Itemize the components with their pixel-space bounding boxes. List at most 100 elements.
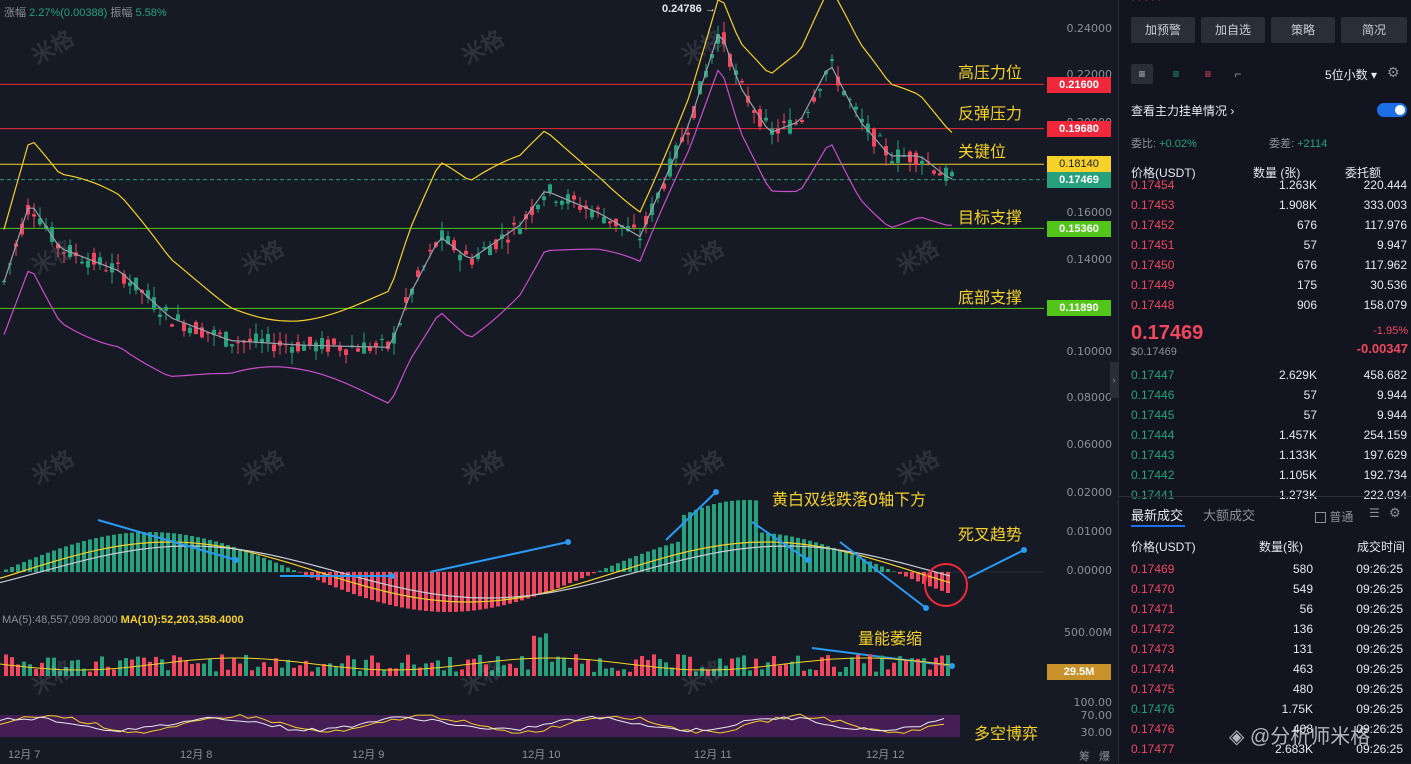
- volume-bar: [466, 659, 470, 676]
- trade-row[interactable]: 0.17470 549 09:26:25: [1131, 582, 1407, 602]
- ask-row[interactable]: 0.17453 1.908K 333.003: [1131, 198, 1407, 218]
- volume-bar: [76, 659, 80, 676]
- trade-settings-icon[interactable]: ⚙: [1389, 505, 1401, 520]
- tab-latest-trades[interactable]: 最新成交: [1131, 508, 1184, 523]
- macd-bar: [886, 568, 890, 572]
- trade-row[interactable]: 0.17476 1.75K 09:26:25: [1131, 702, 1407, 722]
- bid-row[interactable]: 0.17445 57 9.944: [1131, 408, 1407, 428]
- tab-large-trades[interactable]: 大额成交: [1203, 508, 1256, 523]
- orderbook-asks-icon[interactable]: ≡: [1204, 67, 1212, 81]
- candle-body: [734, 70, 738, 76]
- volume-bar: [592, 671, 596, 676]
- trade-row[interactable]: 0.17475 480 09:26:25: [1131, 682, 1407, 702]
- ask-row[interactable]: 0.17452 676 117.976: [1131, 218, 1407, 238]
- level-tag-current-price: 0.17469: [1047, 172, 1111, 188]
- macd-bar: [790, 536, 794, 572]
- ask-row[interactable]: 0.17449 175 30.536: [1131, 278, 1407, 298]
- date-label: 12月 7: [8, 749, 41, 761]
- decimal-select[interactable]: 5位小数 ▾: [1325, 68, 1378, 82]
- bid-row[interactable]: 0.17441 1.273K 222.034: [1131, 488, 1407, 508]
- overview-button[interactable]: 简况: [1341, 17, 1407, 43]
- orderbook-depth-icon[interactable]: ⌐: [1234, 67, 1242, 81]
- macd-bar: [772, 533, 776, 572]
- axis-corner-label[interactable]: 筹: [1079, 750, 1090, 763]
- kline-chart[interactable]: [0, 0, 1044, 763]
- volume-bar: [736, 657, 740, 676]
- candle-body: [458, 254, 462, 261]
- volume-bar: [388, 667, 392, 676]
- trade-qty: 136: [1292, 622, 1313, 636]
- volume-bar: [784, 664, 788, 676]
- ask-amount: 117.976: [1364, 218, 1408, 232]
- macd-bar: [520, 572, 524, 601]
- macd-bar: [862, 559, 866, 572]
- volume-bar: [556, 656, 560, 676]
- macd-bar: [784, 535, 788, 572]
- trade-row[interactable]: 0.17476 408 09:26:25: [1131, 722, 1407, 742]
- ask-row[interactable]: 0.17454 1.263K 220.444: [1131, 178, 1407, 198]
- settings-icon[interactable]: ⚙: [1387, 64, 1400, 80]
- chart-area[interactable]: 涨幅 2.27%(0.00388) 振幅 5.58% 0.24786 → 高压力…: [0, 0, 1118, 763]
- volume-bar: [778, 665, 782, 676]
- orderbook-view-all-icon[interactable]: ≡: [1131, 64, 1153, 84]
- trade-filter-icon[interactable]: ☰: [1369, 506, 1380, 520]
- candle-body: [788, 119, 792, 134]
- trade-qty: 56: [1299, 602, 1313, 616]
- normal-checkbox[interactable]: 普通: [1315, 508, 1353, 525]
- trade-row[interactable]: 0.17474 463 09:26:25: [1131, 662, 1407, 682]
- add-watchlist-button[interactable]: 加自选: [1201, 17, 1265, 43]
- volume-bar: [70, 660, 74, 676]
- bid-row[interactable]: 0.17446 57 9.944: [1131, 388, 1407, 408]
- trade-time: 09:26:25: [1356, 742, 1403, 756]
- candle-body: [728, 54, 732, 67]
- bid-row[interactable]: 0.17442 1.105K 192.734: [1131, 468, 1407, 488]
- candle-body: [560, 200, 564, 205]
- trade-row[interactable]: 0.17473 131 09:26:25: [1131, 642, 1407, 662]
- trade-row[interactable]: 0.17477 2.683K 09:26:25: [1131, 742, 1407, 762]
- trade-row[interactable]: 0.17471 56 09:26:25: [1131, 602, 1407, 622]
- volume-bar: [520, 656, 524, 676]
- macd-bar: [256, 555, 260, 572]
- bid-row[interactable]: 0.17443 1.133K 197.629: [1131, 448, 1407, 468]
- volume-bar: [304, 660, 308, 676]
- macd-bar: [400, 572, 404, 608]
- volume-bar: [274, 658, 278, 676]
- trend-arrow-head: [565, 539, 571, 545]
- last-price-usd: $0.17469: [1131, 346, 1177, 358]
- candle-body: [470, 259, 474, 265]
- macd-bar: [388, 572, 392, 605]
- candle-body: [860, 118, 864, 123]
- orderbook-bids-icon[interactable]: ≡: [1172, 67, 1180, 81]
- candle-body: [710, 54, 714, 59]
- ask-row[interactable]: 0.17450 676 117.962: [1131, 258, 1407, 278]
- date-label: 12月 9: [352, 749, 385, 761]
- trend-arrow-head: [1021, 547, 1027, 553]
- macd-bar: [766, 533, 770, 572]
- bid-row[interactable]: 0.17444 1.457K 254.159: [1131, 428, 1407, 448]
- orderbook-link[interactable]: 查看主力挂单情况 ›: [1131, 104, 1235, 118]
- strategy-button[interactable]: 策略: [1271, 17, 1335, 43]
- trade-row[interactable]: 0.17472 136 09:26:25: [1131, 622, 1407, 642]
- bid-amount: 458.682: [1363, 368, 1407, 382]
- volume-bar: [64, 667, 68, 676]
- axis-corner-label[interactable]: 爆: [1099, 750, 1110, 763]
- candle-body: [392, 332, 396, 344]
- trades-header: 价格(USDT) 数量(张) 成交时间: [1131, 540, 1406, 554]
- ask-row[interactable]: 0.17451 57 9.947: [1131, 238, 1407, 258]
- volume-bar: [58, 670, 62, 676]
- trade-row[interactable]: 0.17469 580 09:26:25: [1131, 562, 1407, 582]
- volume-bar: [286, 659, 290, 676]
- candle-body: [38, 218, 42, 225]
- panel-collapse-handle[interactable]: ›: [1110, 362, 1118, 398]
- volume-bar: [418, 667, 422, 676]
- volume-bar: [442, 670, 446, 676]
- level-tag-high-resistance: 0.21600: [1047, 77, 1111, 93]
- bid-row[interactable]: 0.17447 2.629K 458.682: [1131, 368, 1407, 388]
- bid-price: 0.17441: [1131, 488, 1175, 502]
- macd-bar: [880, 566, 884, 572]
- ask-row[interactable]: 0.17448 906 158.079: [1131, 298, 1407, 318]
- orderbook-toggle[interactable]: [1377, 103, 1407, 117]
- volume-bar: [172, 655, 176, 676]
- add-alert-button[interactable]: 加预警: [1131, 17, 1195, 43]
